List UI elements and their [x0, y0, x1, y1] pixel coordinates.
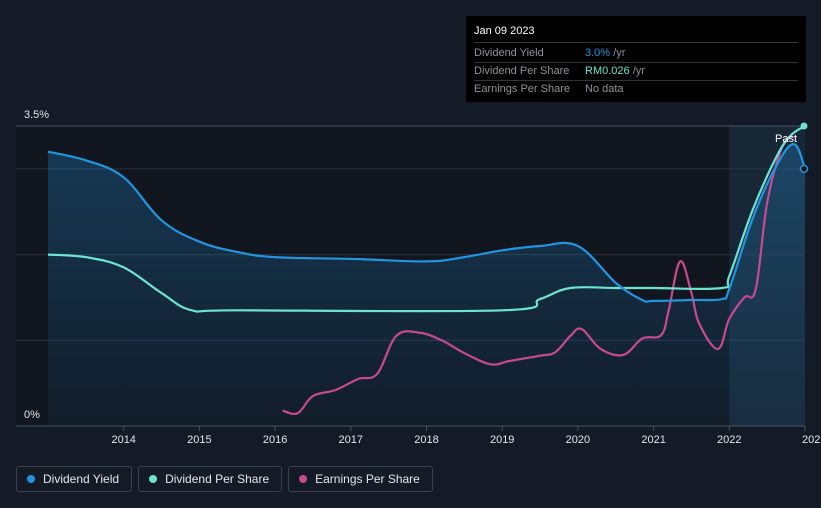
x-tick-label: 2018: [414, 434, 438, 446]
x-tick-label: 2022: [717, 434, 741, 446]
dividend-yield-line: [47, 142, 807, 303]
x-tick-label: 2020: [566, 434, 590, 446]
dividend-per-share-end-marker: [800, 122, 808, 130]
tooltip-suffix: /yr: [629, 65, 645, 77]
tooltip-value-text: No data: [585, 83, 624, 95]
x-tick-label: 2021: [641, 434, 665, 446]
x-tick-label: 2014: [111, 434, 135, 446]
dot-icon: [299, 475, 308, 483]
tooltip-value: 3.0% /yr: [585, 45, 625, 62]
legend-item-dividend-yield[interactable]: Dividend Yield: [16, 466, 133, 492]
tooltip: Jan 09 2023 Dividend Yield 3.0% /yr Divi…: [466, 16, 806, 102]
tooltip-value: RM0.026 /yr: [585, 63, 645, 80]
legend-label: Dividend Per Share: [165, 472, 270, 486]
past-label: Past: [775, 133, 797, 145]
tooltip-value-text: 3.0%: [585, 47, 611, 59]
x-tick-label: 2017: [339, 434, 363, 446]
x-axis: 2014 2015 2016 2017 2018 2019 2020 2021 2022 202: [111, 426, 820, 446]
legend-item-dividend-per-share[interactable]: Dividend Per Share: [138, 466, 283, 492]
tooltip-row-dividend-per-share: Dividend Per Share RM0.026 /yr: [474, 63, 798, 81]
dot-icon: [149, 475, 158, 483]
tooltip-label: Dividend Per Share: [474, 65, 570, 77]
tooltip-row-dividend-yield: Dividend Yield 3.0% /yr: [474, 45, 798, 63]
legend-label: Dividend Yield: [43, 472, 120, 486]
x-tick-label: 2016: [263, 434, 287, 446]
dividend-per-share-line: [47, 125, 806, 313]
tooltip-value: No data: [585, 81, 624, 98]
tooltip-row-earnings-per-share: Earnings Per Share No data: [474, 81, 798, 98]
earnings-per-share-line: [282, 135, 795, 416]
tooltip-label: Dividend Yield: [474, 47, 544, 59]
legend-item-earnings-per-share[interactable]: Earnings Per Share: [288, 466, 433, 492]
x-tick-label: 202: [802, 434, 820, 446]
tooltip-suffix: /yr: [610, 47, 626, 59]
tooltip-label: Earnings Per Share: [474, 83, 570, 95]
y-tick-label-bottom: 0%: [24, 409, 40, 421]
dividend-yield-end-marker: [799, 164, 809, 174]
tooltip-date: Jan 09 2023: [474, 24, 798, 43]
y-tick-label-top: 3.5%: [24, 109, 49, 121]
legend: Dividend Yield Dividend Per Share Earnin…: [16, 466, 433, 492]
legend-label: Earnings Per Share: [315, 472, 420, 486]
dot-icon: [27, 475, 35, 483]
tooltip-value-text: RM0.026: [585, 65, 630, 77]
x-tick-label: 2015: [187, 434, 211, 446]
x-tick-label: 2019: [490, 434, 514, 446]
